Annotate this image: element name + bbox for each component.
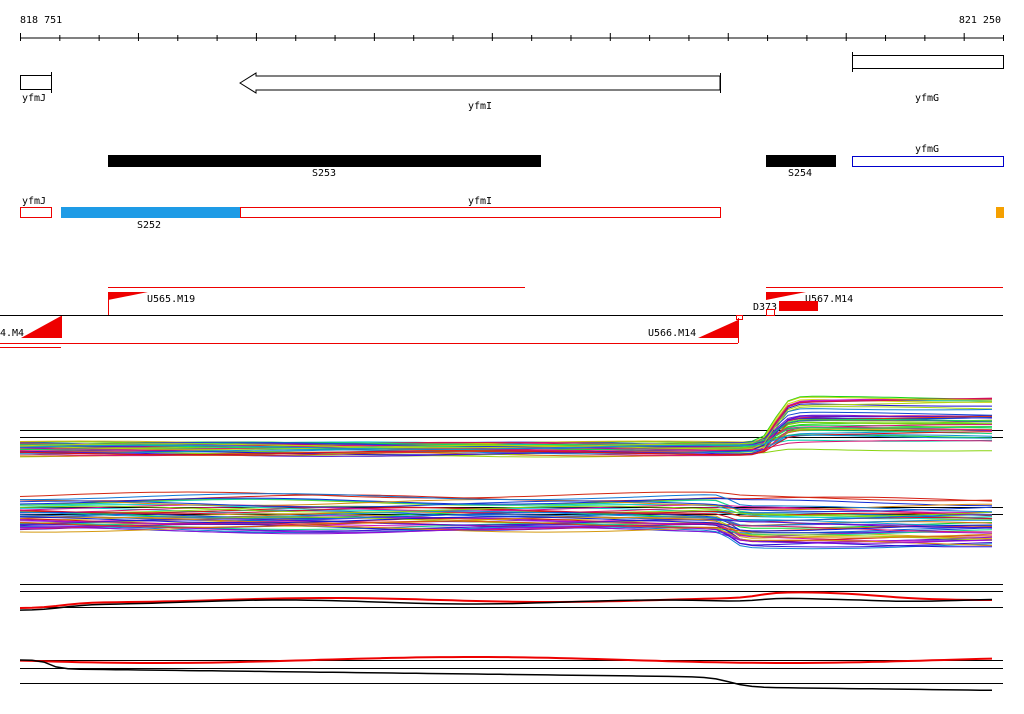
transcript-box [996,207,1004,218]
transcript-label: yfmJ [22,196,46,207]
profile-line [19,656,993,664]
gene-label: yfmG [915,93,939,104]
feature-label: 4.M4 [0,328,24,339]
profile-line [19,500,993,512]
feature-box [736,315,743,320]
segment-label: yfmG [915,144,939,155]
profile-line [19,505,993,517]
profile-line [19,401,993,450]
ruler-start: 818 751 [20,15,62,26]
gene-label: yfmJ [22,93,46,104]
transcript-box [240,207,721,218]
profile-line [19,597,993,611]
ruler-end: 821 250 [959,15,1001,26]
segment-label: S254 [788,168,812,179]
profile-line [19,514,992,522]
profile-line [19,497,993,507]
profile-line [19,520,993,532]
profile-line [19,511,993,534]
profile-line [19,448,993,457]
segment [766,155,836,167]
feature-label: U566.M14 [648,328,696,339]
profiles [19,395,993,692]
feature-label: D373 [753,302,777,313]
feature-marker [21,316,61,338]
profile-line [19,431,993,456]
transcript-label: yfmI [468,196,492,207]
feature-marker [766,292,806,300]
feature-label: U565.M19 [147,294,195,305]
profile-line [19,525,993,544]
gene-label: yfmI [468,101,492,112]
feature-label: U567.M14 [805,294,853,305]
profile-line [19,434,992,450]
profile-line [19,516,993,532]
transcript-box [20,207,52,218]
profile-line [19,396,992,449]
transcript-box [61,207,240,218]
segment-label: S253 [312,168,336,179]
profile-line [19,526,993,550]
feature-box [779,301,818,311]
profile-line [19,659,993,692]
profile-line [19,591,992,609]
profile-line [19,491,993,502]
profile-line [19,523,992,533]
profile-line [19,516,993,539]
segment [852,156,1004,167]
profile-line [20,493,993,513]
profile-line [19,510,993,527]
profile-line [19,525,993,546]
feature-marker [698,320,738,338]
transcript-label: S252 [137,220,161,231]
segment [108,155,541,167]
profile-line [19,411,993,447]
feature-box [766,309,775,316]
ruler-ticks [20,33,1004,41]
feature-marker [108,292,148,300]
